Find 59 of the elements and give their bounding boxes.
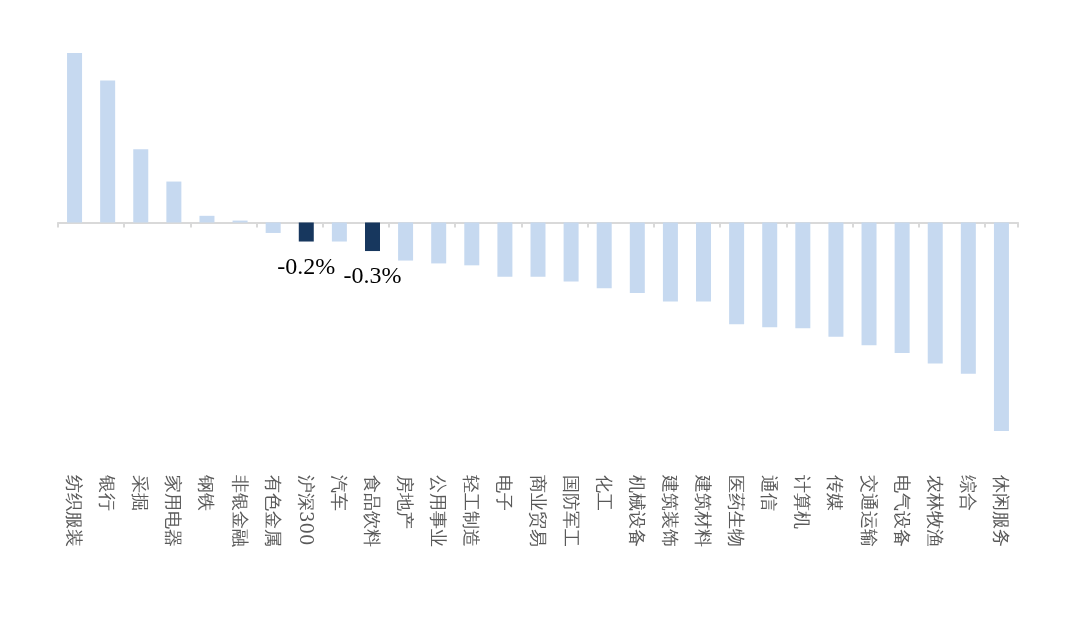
bar xyxy=(464,222,480,266)
x-tick-label: 轻工制造 xyxy=(461,475,483,547)
x-tick-label: 国防军工 xyxy=(560,475,582,547)
bar xyxy=(100,80,116,223)
bar xyxy=(894,222,910,353)
x-tick-label: 沪深300 xyxy=(295,475,317,546)
x-tick-label: 商业贸易 xyxy=(527,475,549,547)
x-tick-label: 建筑装饰 xyxy=(659,474,681,547)
x-tick-label: 休闲服务 xyxy=(990,475,1012,547)
bar xyxy=(331,222,347,242)
x-tick-label: 房地产 xyxy=(395,475,417,529)
x-tick-label: 采掘 xyxy=(130,475,152,511)
x-tick-label: 化工 xyxy=(593,475,615,511)
x-tick-label: 电子 xyxy=(494,475,516,511)
bar xyxy=(298,222,314,242)
x-tick-label: 计算机 xyxy=(792,475,814,529)
bar xyxy=(993,222,1009,431)
bar xyxy=(364,222,380,252)
bar xyxy=(861,222,877,346)
bar xyxy=(398,222,414,261)
x-tick-label: 机械设备 xyxy=(626,475,648,547)
x-tick-label: 公用事业 xyxy=(428,475,450,547)
x-tick-label: 建筑材料 xyxy=(693,474,715,547)
bar xyxy=(696,222,712,302)
bar xyxy=(629,222,645,293)
x-tick-label: 通信 xyxy=(759,475,781,511)
x-tick-label: 非银金融 xyxy=(229,475,251,547)
bar xyxy=(596,222,612,289)
x-tick-label: 有色金属 xyxy=(262,475,284,547)
x-tick-label: 综合 xyxy=(957,475,979,511)
x-tick-label: 医药生物 xyxy=(726,475,748,547)
data-label: -0.2% xyxy=(277,252,336,279)
bar xyxy=(530,222,546,277)
x-tick-label: 电气设备 xyxy=(891,475,913,547)
bar xyxy=(828,222,844,337)
x-tick-label: 交通运输 xyxy=(858,475,880,547)
bar xyxy=(960,222,976,374)
x-tick-label: 钢铁 xyxy=(196,474,218,511)
x-tick-label: 银行 xyxy=(97,474,119,511)
bar xyxy=(133,149,149,223)
x-tick-label: 农林牧渔 xyxy=(924,475,946,547)
x-tick-label: 食品饮料 xyxy=(361,475,383,547)
bar xyxy=(166,181,182,223)
bar xyxy=(497,222,513,277)
data-label: -0.3% xyxy=(343,262,402,289)
bar xyxy=(729,222,745,325)
x-tick-label: 家用电器 xyxy=(163,475,185,547)
bar xyxy=(563,222,579,282)
bar xyxy=(762,222,778,328)
bar xyxy=(662,222,678,302)
bar xyxy=(431,222,447,264)
x-tick-label: 纺织服装 xyxy=(64,475,86,547)
bar xyxy=(67,53,83,223)
x-tick-label: 传媒 xyxy=(825,475,847,511)
bar xyxy=(927,222,943,364)
bar xyxy=(265,222,281,233)
bar xyxy=(199,215,215,223)
x-tick-label: 汽车 xyxy=(328,475,350,511)
bar xyxy=(795,222,811,329)
